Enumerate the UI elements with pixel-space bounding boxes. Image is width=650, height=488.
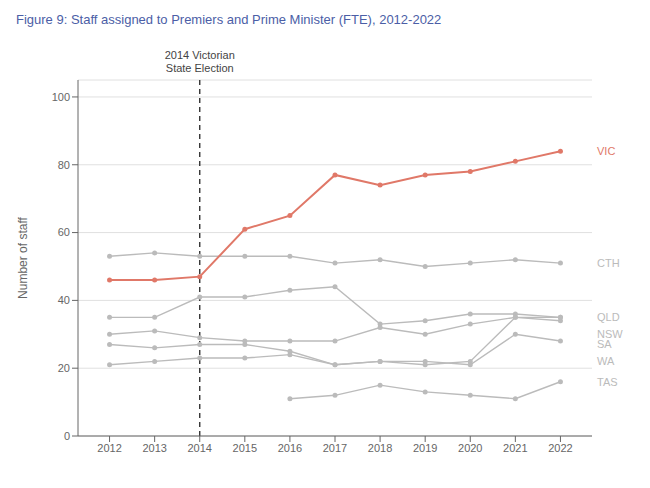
svg-text:WA: WA	[597, 355, 615, 367]
svg-text:CTH: CTH	[597, 257, 620, 269]
svg-text:Number of staff: Number of staff	[16, 216, 30, 298]
html-text:Figure 9: Staff assigned to Pr: Figure 9: Staff assigned to Premiers and…	[16, 12, 442, 27]
svg-text:2018: 2018	[368, 442, 392, 454]
svg-text:60: 60	[58, 226, 70, 238]
svg-text:2017: 2017	[323, 442, 347, 454]
svg-text:2016: 2016	[278, 442, 302, 454]
svg-text:80: 80	[58, 159, 70, 171]
svg-text:2013: 2013	[142, 442, 166, 454]
svg-text:QLD: QLD	[597, 311, 620, 323]
svg-text:2021: 2021	[503, 442, 527, 454]
svg-text:2014 VictorianState Election: 2014 VictorianState Election	[165, 49, 235, 74]
svg-text:NSW: NSW	[597, 328, 623, 341]
svg-text:100: 100	[52, 91, 70, 103]
svg-text:2014: 2014	[187, 442, 211, 454]
svg-text:2012: 2012	[97, 442, 121, 454]
svg-text:2015: 2015	[233, 442, 257, 454]
svg-text:2022: 2022	[548, 442, 572, 454]
svg-text:TAS: TAS	[597, 376, 618, 388]
svg-text:0: 0	[64, 430, 70, 442]
svg-text:2020: 2020	[458, 442, 482, 454]
svg-text:20: 20	[58, 362, 70, 374]
svg-text:2019: 2019	[413, 442, 437, 454]
svg-text:40: 40	[58, 294, 70, 306]
svg-text:SA: SA	[597, 338, 612, 350]
svg-text:VIC: VIC	[597, 145, 615, 157]
